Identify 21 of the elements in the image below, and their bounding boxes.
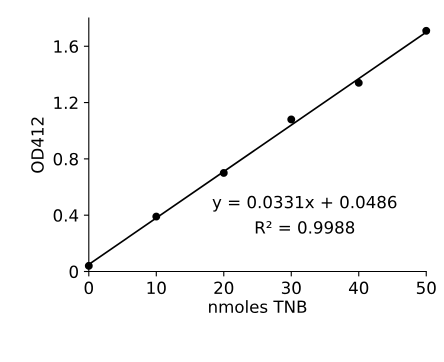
- annotation: R² = 0.9988: [256, 221, 354, 234]
- x-tick-label: 40: [348, 282, 368, 294]
- x-tick-label: 20: [214, 282, 234, 294]
- annotation: y = 0.0331x + 0.0486: [212, 196, 396, 212]
- y-axis-title: OD412: [31, 118, 44, 173]
- point: [152, 212, 160, 221]
- y-tick-label: 1.2: [54, 96, 78, 109]
- point: [422, 26, 430, 35]
- y-tick-label: 0: [70, 265, 78, 278]
- x-tick-label: 0: [84, 282, 93, 294]
- x-tick-label: 10: [148, 282, 166, 294]
- y-tick-label: 0.8: [54, 152, 78, 166]
- y-tick-label: 1.6: [54, 40, 78, 53]
- x-axis-title: nmoles TNB: [209, 300, 306, 314]
- point: [287, 116, 296, 124]
- point: [354, 78, 363, 87]
- point: [220, 169, 228, 177]
- x-tick-label: 30: [282, 282, 301, 294]
- point: [84, 262, 93, 270]
- y-tick-label: 0.4: [54, 209, 78, 222]
- x-tick-label: 50: [416, 282, 436, 294]
